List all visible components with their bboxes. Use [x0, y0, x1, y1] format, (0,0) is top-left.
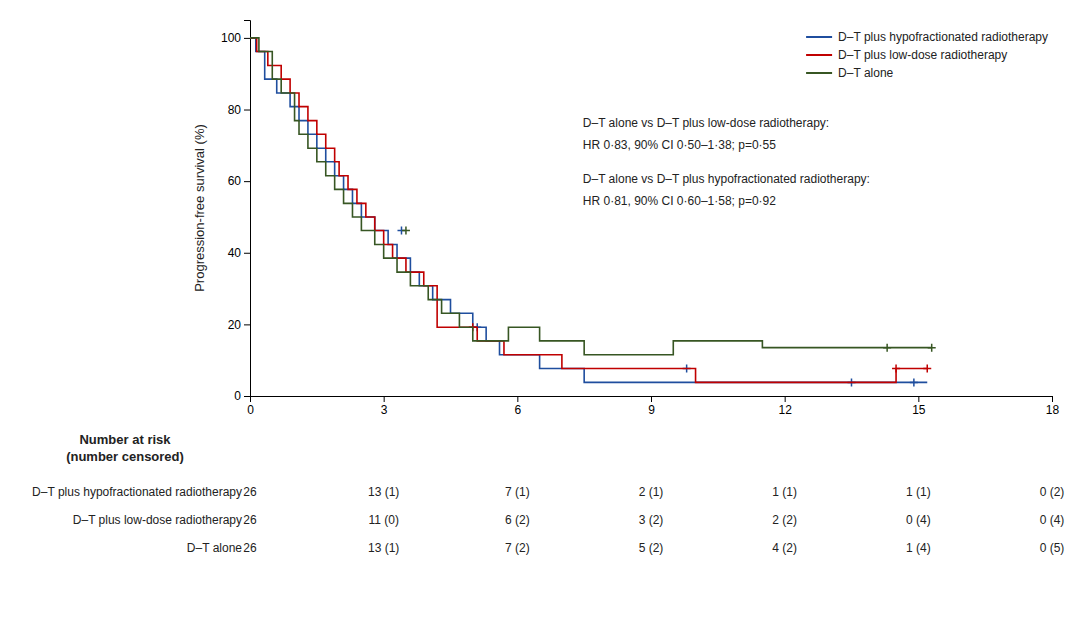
table-cell: 26: [243, 485, 257, 499]
tick-mark: [244, 253, 250, 254]
tick-mark: [1052, 396, 1053, 402]
tick: 0: [234, 389, 250, 403]
plot: 0 3 6 9 12 15 18 0 20 40 60 80 100 Progression-free s…: [32, 21, 1064, 556]
tick-mark: [785, 396, 786, 402]
censor-mark: [923, 364, 931, 372]
survival-line: [250, 38, 932, 355]
tick: 20: [228, 318, 250, 332]
legend-swatch: [806, 36, 832, 38]
tick-label: 20: [228, 318, 242, 332]
tick-mark: [918, 396, 919, 402]
table-cell: 13 (1): [368, 541, 399, 555]
table-cell: 26: [243, 513, 257, 527]
risk-table: Number at risk (number censored) D–T plus …: [32, 432, 1064, 555]
table-cell: 7 (1): [505, 485, 530, 499]
tick-label: 40: [228, 246, 242, 260]
table-cell: 1 (1): [906, 485, 931, 499]
tick-label: 12: [778, 403, 792, 417]
tick-mark: [244, 181, 250, 182]
censor-mark: [910, 378, 918, 386]
table-cell: 3 (2): [639, 513, 664, 527]
survival-line: [250, 38, 927, 382]
annotations: D–T alone vs D–T plus low-dose radiother…: [583, 116, 870, 208]
tick-label: 15: [912, 403, 926, 417]
tick: 18: [1046, 396, 1060, 417]
tick-mark: [244, 110, 250, 111]
tick-mark: [651, 396, 652, 402]
table-cell: 2 (2): [772, 513, 797, 527]
table-cell: 6 (2): [505, 513, 530, 527]
annotation: HR 0·81, 90% CI 0·60–1·58; p=0·92: [583, 194, 776, 208]
tick: 9: [648, 396, 655, 417]
legend-label: D–T alone: [838, 66, 893, 80]
censor-mark: [928, 344, 936, 352]
table-cell: 0 (4): [1040, 513, 1065, 527]
tick: 80: [228, 103, 250, 117]
legend-item: D–T plus low-dose radiotherapy: [806, 48, 1007, 62]
legend-item: D–T alone: [806, 66, 893, 80]
tick-label: 80: [228, 103, 242, 117]
survival-line: [250, 38, 927, 382]
tick: 0: [247, 396, 254, 417]
table-header: Number at risk: [79, 432, 171, 447]
censor-mark: [892, 364, 900, 372]
tick-mark: [244, 38, 250, 39]
tick-mark: [244, 396, 250, 397]
tick: 12: [778, 396, 792, 417]
table-cell: 13 (1): [368, 485, 399, 499]
tick-mark: [517, 396, 518, 402]
tick-label: 6: [514, 403, 521, 417]
table-row-label: D–T alone: [187, 541, 242, 555]
table-cell: 4 (2): [772, 541, 797, 555]
y-axis: 0 20 40 60 80 100: [221, 21, 251, 404]
table-cell: 11 (0): [368, 513, 398, 527]
axis-line: [244, 21, 251, 397]
tick-label: 100: [221, 31, 241, 45]
legend-item: D–T plus hypofractionated radiotherapy: [806, 30, 1048, 44]
tick-label: 9: [648, 403, 655, 417]
tick: 3: [381, 396, 388, 417]
table-cell: 26: [243, 541, 257, 555]
table-cell: 0 (4): [906, 513, 931, 527]
annotation: HR 0·83, 90% CI 0·50–1·38; p=0·55: [583, 138, 776, 152]
censor-mark: [402, 227, 410, 235]
table-row-label: D–T plus low-dose radiotherapy: [73, 513, 242, 527]
table-cell: 1 (4): [906, 541, 931, 555]
tick-label: 0: [234, 389, 241, 403]
tick-label: 18: [1046, 403, 1060, 417]
tick: 60: [228, 174, 250, 188]
chart: 0 3 6 9 12 15 18 0 20 40 60 80 100 Progression-free s…: [0, 0, 1080, 626]
tick: 40: [228, 246, 250, 260]
table-cell: 2 (1): [639, 485, 664, 499]
table-row-label: D–T plus hypofractionated radiotherapy: [32, 485, 242, 499]
marks: [250, 38, 936, 386]
tick: 15: [912, 396, 926, 417]
legend-label: D–T plus low-dose radiotherapy: [838, 48, 1007, 62]
legend: D–T plus hypofractionated radiotherapy D–…: [806, 30, 1048, 80]
tick: 6: [514, 396, 521, 417]
table-cell: 1 (1): [772, 485, 797, 499]
annotation: D–T alone vs D–T plus low-dose radiother…: [583, 116, 829, 130]
legend-swatch: [806, 54, 832, 56]
tick-label: 3: [381, 403, 388, 417]
legend-label: D–T plus hypofractionated radiotherapy: [838, 30, 1048, 44]
table-cell: 5 (2): [639, 541, 664, 555]
tick-mark: [384, 396, 385, 402]
table-header: (number censored): [66, 449, 184, 464]
tick-label: 60: [228, 174, 242, 188]
tick-mark: [244, 324, 250, 325]
table-cell: 0 (2): [1040, 485, 1065, 499]
annotation: D–T alone vs D–T plus hypofractionated r…: [583, 172, 870, 186]
table-cell: 0 (5): [1040, 541, 1065, 555]
censor-mark: [883, 344, 891, 352]
axis-line: [251, 397, 1053, 403]
table-cell: 7 (2): [505, 541, 530, 555]
y-axis-title: Progression-free survival (%): [192, 124, 207, 292]
legend-swatch: [806, 72, 832, 74]
x-axis: 0 3 6 9 12 15 18: [247, 396, 1059, 417]
tick-label: 0: [247, 403, 254, 417]
tick: 100: [221, 31, 250, 45]
